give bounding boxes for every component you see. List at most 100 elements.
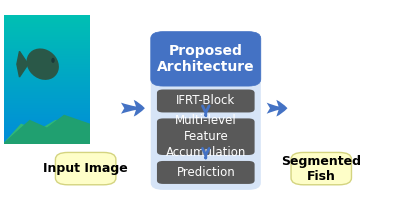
Bar	[4, 81, 90, 82]
Bar	[4, 44, 90, 45]
Bar	[4, 38, 90, 40]
Bar	[4, 55, 90, 57]
Bar	[4, 124, 90, 126]
Bar	[4, 23, 90, 25]
Polygon shape	[357, 38, 368, 50]
Bar	[4, 36, 90, 37]
Bar	[4, 30, 90, 31]
Bar	[4, 123, 90, 124]
Bar	[4, 28, 90, 30]
Bar	[4, 104, 90, 105]
Bar	[4, 19, 90, 21]
Bar	[4, 105, 90, 107]
FancyBboxPatch shape	[157, 161, 254, 184]
FancyBboxPatch shape	[291, 152, 352, 185]
Bar	[4, 139, 90, 140]
Bar	[4, 118, 90, 119]
Bar	[4, 27, 90, 28]
Bar	[4, 41, 90, 42]
Bar	[4, 32, 90, 33]
Bar	[4, 136, 90, 137]
Bar	[4, 31, 90, 32]
Bar	[4, 113, 90, 114]
Bar	[4, 133, 90, 135]
Bar	[4, 126, 90, 127]
Polygon shape	[4, 121, 90, 144]
Bar	[4, 15, 90, 17]
Bar	[4, 72, 90, 73]
Bar	[4, 77, 90, 78]
Bar	[4, 22, 90, 23]
Bar	[4, 87, 90, 89]
Bar	[4, 103, 90, 104]
Bar	[4, 35, 90, 36]
Bar	[4, 90, 90, 91]
Bar	[4, 33, 90, 35]
Bar	[4, 45, 90, 46]
Bar	[4, 62, 90, 63]
Bar	[4, 112, 90, 113]
Bar	[4, 68, 90, 69]
Bar	[4, 109, 90, 110]
Bar	[4, 48, 90, 49]
Bar	[4, 122, 90, 123]
Bar	[4, 64, 90, 65]
Text: Segmented
Fish: Segmented Fish	[281, 155, 361, 183]
Bar	[4, 137, 90, 139]
FancyBboxPatch shape	[56, 152, 116, 185]
Bar	[4, 127, 90, 128]
Bar	[4, 65, 90, 67]
Text: Proposed
Architecture: Proposed Architecture	[157, 44, 254, 74]
Bar	[4, 26, 90, 27]
Polygon shape	[17, 51, 28, 77]
Bar	[4, 59, 90, 60]
Bar	[4, 63, 90, 64]
Bar	[4, 121, 90, 122]
Text: Input Image: Input Image	[43, 162, 128, 175]
Bar	[4, 132, 90, 133]
Bar	[4, 140, 90, 141]
Bar	[4, 51, 90, 53]
Bar	[4, 83, 90, 85]
Bar	[4, 42, 90, 44]
Bar	[4, 86, 90, 87]
Bar	[4, 119, 90, 121]
Bar	[4, 94, 90, 95]
Bar	[4, 142, 90, 144]
Bar	[4, 60, 90, 62]
Bar	[4, 67, 90, 68]
Bar	[4, 115, 90, 117]
Bar	[4, 101, 90, 103]
Bar	[4, 128, 90, 130]
Bar	[4, 53, 90, 54]
Bar	[4, 108, 90, 109]
FancyBboxPatch shape	[157, 90, 254, 112]
Bar	[4, 100, 90, 101]
Bar	[4, 92, 90, 94]
Bar	[4, 57, 90, 58]
Bar	[4, 40, 90, 41]
Bar	[4, 114, 90, 115]
Bar	[4, 80, 90, 81]
FancyBboxPatch shape	[151, 32, 261, 86]
Bar	[4, 76, 90, 77]
Bar	[4, 141, 90, 142]
Bar	[4, 49, 90, 50]
Bar	[4, 135, 90, 136]
Bar	[4, 117, 90, 118]
Bar	[4, 96, 90, 97]
Ellipse shape	[51, 58, 55, 63]
Bar	[4, 74, 90, 76]
Bar	[4, 95, 90, 96]
Bar	[4, 18, 90, 19]
Bar	[4, 54, 90, 55]
Bar	[4, 91, 90, 92]
FancyBboxPatch shape	[157, 118, 254, 155]
Bar	[4, 85, 90, 86]
Bar	[4, 69, 90, 70]
Bar	[4, 82, 90, 83]
Bar	[4, 37, 90, 38]
Bar	[4, 78, 90, 80]
Bar	[4, 73, 90, 74]
Bar	[4, 21, 90, 22]
